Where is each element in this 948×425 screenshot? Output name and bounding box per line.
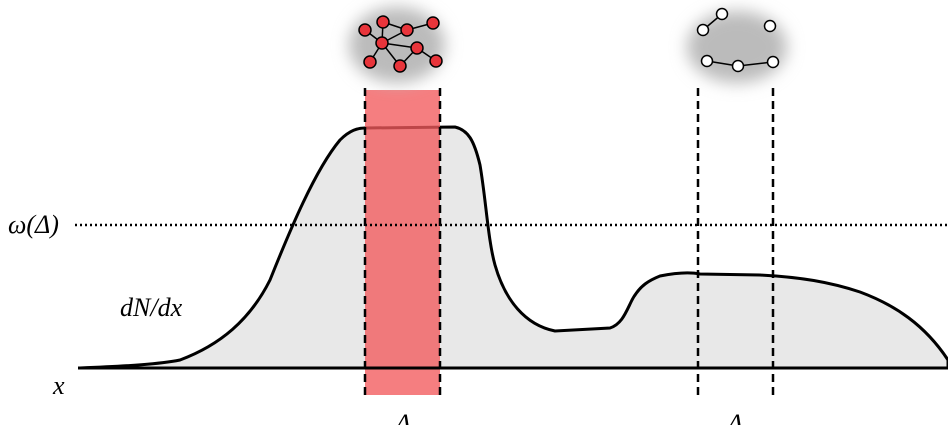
diagram: ω(Δ) dN/dx x Δ Δ: [0, 0, 948, 425]
threshold-label: ω(Δ): [8, 210, 59, 239]
window-label: Δ: [726, 409, 742, 425]
density-curve: [80, 127, 948, 368]
selected-window: [365, 90, 440, 395]
window-label: Δ: [394, 409, 410, 425]
sparse-network: [687, 9, 787, 84]
density-label: dN/dx: [120, 293, 183, 322]
axis-label: x: [52, 371, 65, 400]
dense-network: [349, 7, 445, 83]
